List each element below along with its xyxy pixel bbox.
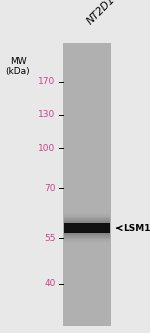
Bar [64, 215, 110, 241]
Bar [64, 218, 110, 238]
Bar [64, 223, 110, 233]
Text: LSM14A: LSM14A [123, 223, 150, 233]
Text: 100: 100 [38, 144, 56, 153]
Bar [63, 43, 111, 326]
Text: 55: 55 [44, 233, 56, 243]
Text: MW
(kDa): MW (kDa) [6, 57, 30, 76]
Bar [64, 222, 110, 234]
Text: 170: 170 [38, 77, 56, 86]
Bar [64, 220, 110, 236]
Bar [64, 217, 110, 239]
Text: NT2D1: NT2D1 [85, 0, 117, 27]
Text: 70: 70 [44, 183, 56, 193]
Text: 130: 130 [38, 110, 56, 120]
Text: 40: 40 [44, 279, 56, 288]
Bar [64, 213, 110, 243]
